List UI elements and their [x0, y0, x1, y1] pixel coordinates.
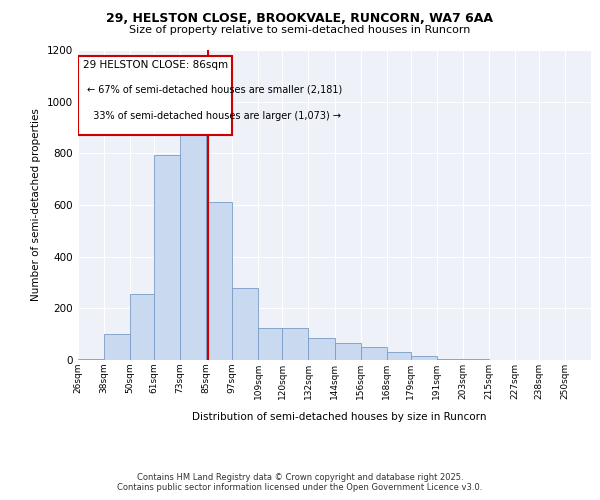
Bar: [154, 154, 180, 360]
Text: Contains HM Land Registry data © Crown copyright and database right 2025.
Contai: Contains HM Land Registry data © Crown c…: [118, 473, 482, 492]
Bar: [104, 334, 130, 360]
Text: ← 67% of semi-detached houses are smaller (2,181): ← 67% of semi-detached houses are smalle…: [86, 85, 342, 95]
Bar: [259, 328, 283, 360]
Text: 29, HELSTON CLOSE, BROOKVALE, RUNCORN, WA7 6AA: 29, HELSTON CLOSE, BROOKVALE, RUNCORN, W…: [107, 12, 493, 24]
Text: Size of property relative to semi-detached houses in Runcorn: Size of property relative to semi-detach…: [130, 25, 470, 35]
Text: Distribution of semi-detached houses by size in Runcorn: Distribution of semi-detached houses by …: [192, 412, 486, 422]
Bar: [206, 202, 232, 360]
Bar: [308, 338, 335, 360]
Y-axis label: Number of semi-detached properties: Number of semi-detached properties: [31, 108, 41, 302]
Bar: [180, 120, 206, 360]
FancyBboxPatch shape: [78, 56, 232, 135]
Bar: [130, 294, 154, 360]
Bar: [410, 356, 437, 360]
Text: 33% of semi-detached houses are larger (1,073) →: 33% of semi-detached houses are larger (…: [86, 110, 341, 120]
Bar: [437, 358, 463, 360]
Bar: [386, 352, 410, 360]
Text: 29 HELSTON CLOSE: 86sqm: 29 HELSTON CLOSE: 86sqm: [83, 60, 228, 70]
Bar: [283, 328, 308, 360]
Bar: [335, 343, 361, 360]
Bar: [361, 347, 386, 360]
Bar: [78, 358, 104, 360]
Bar: [232, 288, 259, 360]
